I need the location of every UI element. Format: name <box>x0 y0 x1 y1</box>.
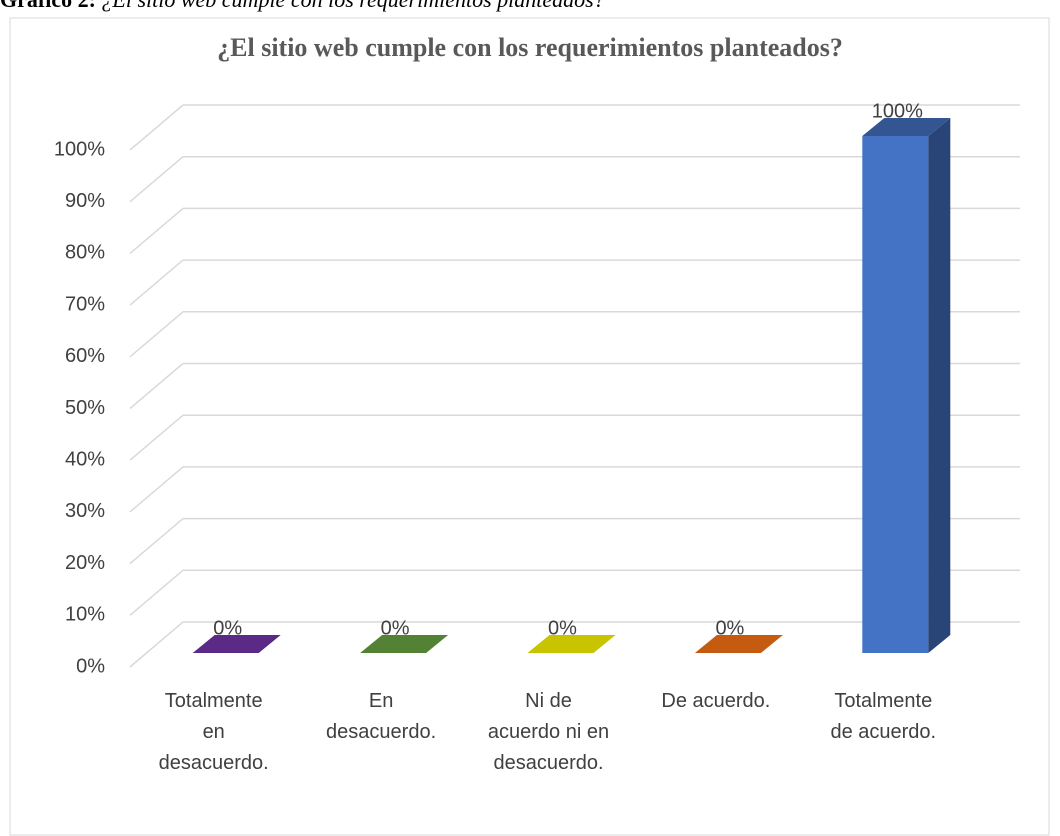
grid-line <box>129 311 184 358</box>
y-tick-label: 40% <box>65 448 105 470</box>
y-tick-label: 80% <box>65 242 105 264</box>
x-tick-label-box: Ni de acuerdo ni en desacuerdo. <box>487 690 610 774</box>
grid-line <box>129 466 184 513</box>
data-label: 0% <box>381 617 410 639</box>
y-tick-label: 70% <box>65 293 105 315</box>
bar-side <box>928 118 951 653</box>
chart-border <box>9 17 1050 836</box>
data-label: 0% <box>715 617 744 639</box>
y-tick-label: 0% <box>76 655 105 677</box>
y-tick-label: 20% <box>65 552 105 574</box>
bar-top <box>192 635 281 653</box>
x-tick-label: Ni de acuerdo ni en desacuerdo. <box>487 690 610 774</box>
bar-top <box>862 118 951 136</box>
caption: Gráfico 2: ¿El sitio web cumple con los … <box>0 0 605 12</box>
grid-line <box>129 104 184 151</box>
y-tick-label: 30% <box>65 500 105 522</box>
x-tick-label: Totalmente de acuerdo. <box>830 690 937 743</box>
y-tick-label: 60% <box>65 345 105 367</box>
x-tick-label-box: En desacuerdo. <box>326 690 437 743</box>
bar-front <box>862 136 929 653</box>
grid-line <box>129 207 184 254</box>
data-label: 0% <box>213 617 242 639</box>
grid-line <box>129 362 184 410</box>
grid-line <box>129 569 184 616</box>
y-tick-label: 100% <box>54 138 105 160</box>
bar-top <box>360 635 449 653</box>
grid-line <box>129 414 184 461</box>
caption-label: Gráfico 2: <box>0 0 96 12</box>
grid-line <box>129 518 184 565</box>
x-tick-label-box: Totalmente en desacuerdo. <box>158 690 269 774</box>
bar-top <box>527 635 616 653</box>
chart-title: ¿El sitio web cumple con los requerimien… <box>217 33 843 62</box>
caption-text: ¿El sitio web cumple con los requerimien… <box>101 0 604 12</box>
grid-line <box>129 621 184 668</box>
x-tick-label: Totalmente en desacuerdo. <box>158 690 269 774</box>
x-tick-label: En desacuerdo. <box>326 690 437 743</box>
data-label: 100% <box>872 100 923 122</box>
grid-line <box>129 156 184 203</box>
y-tick-label: 50% <box>65 397 105 419</box>
data-label: 0% <box>548 617 577 639</box>
grid-line <box>129 259 184 306</box>
y-tick-label: 10% <box>65 604 105 626</box>
x-tick-label-box: Totalmente de acuerdo. <box>830 690 937 743</box>
bar-top <box>694 635 783 653</box>
y-tick-label: 90% <box>65 190 105 212</box>
x-tick-label: De acuerdo. <box>661 690 771 712</box>
x-tick-label-box: De acuerdo. <box>661 690 771 712</box>
